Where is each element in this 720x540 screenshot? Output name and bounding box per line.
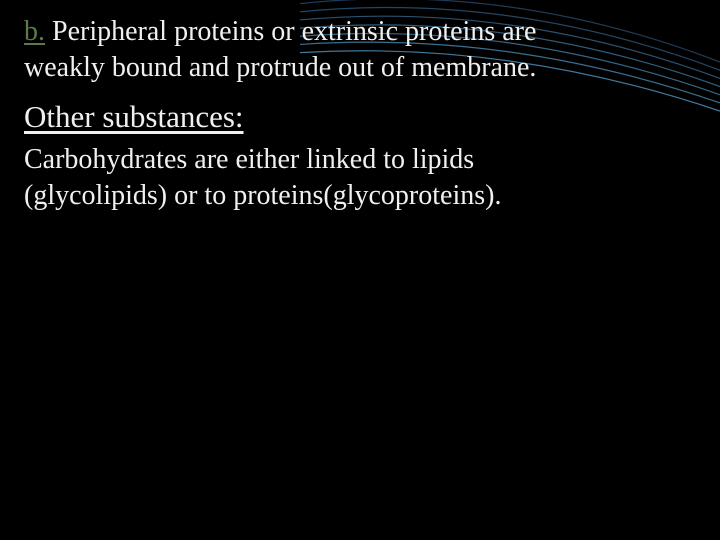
slide-content: b. Peripheral proteins or extrinsic prot…	[24, 14, 690, 214]
p1-line-1-rest: Peripheral proteins or extrinsic protein…	[45, 16, 536, 47]
slide: b. Peripheral proteins or extrinsic prot…	[0, 0, 720, 540]
p2-line-2: (glycolipids) or to proteins(glycoprotei…	[24, 178, 690, 214]
section-heading: Other substances:	[24, 96, 690, 138]
bullet-label: b.	[24, 16, 45, 47]
p1-line-1: b. Peripheral proteins or extrinsic prot…	[24, 14, 690, 50]
paragraph-1: b. Peripheral proteins or extrinsic prot…	[24, 14, 690, 86]
paragraph-2: Carbohydrates are either linked to lipid…	[24, 142, 690, 215]
p2-line-1: Carbohydrates are either linked to lipid…	[24, 142, 690, 178]
p1-line-2: weakly bound and protrude out of membran…	[24, 50, 690, 86]
